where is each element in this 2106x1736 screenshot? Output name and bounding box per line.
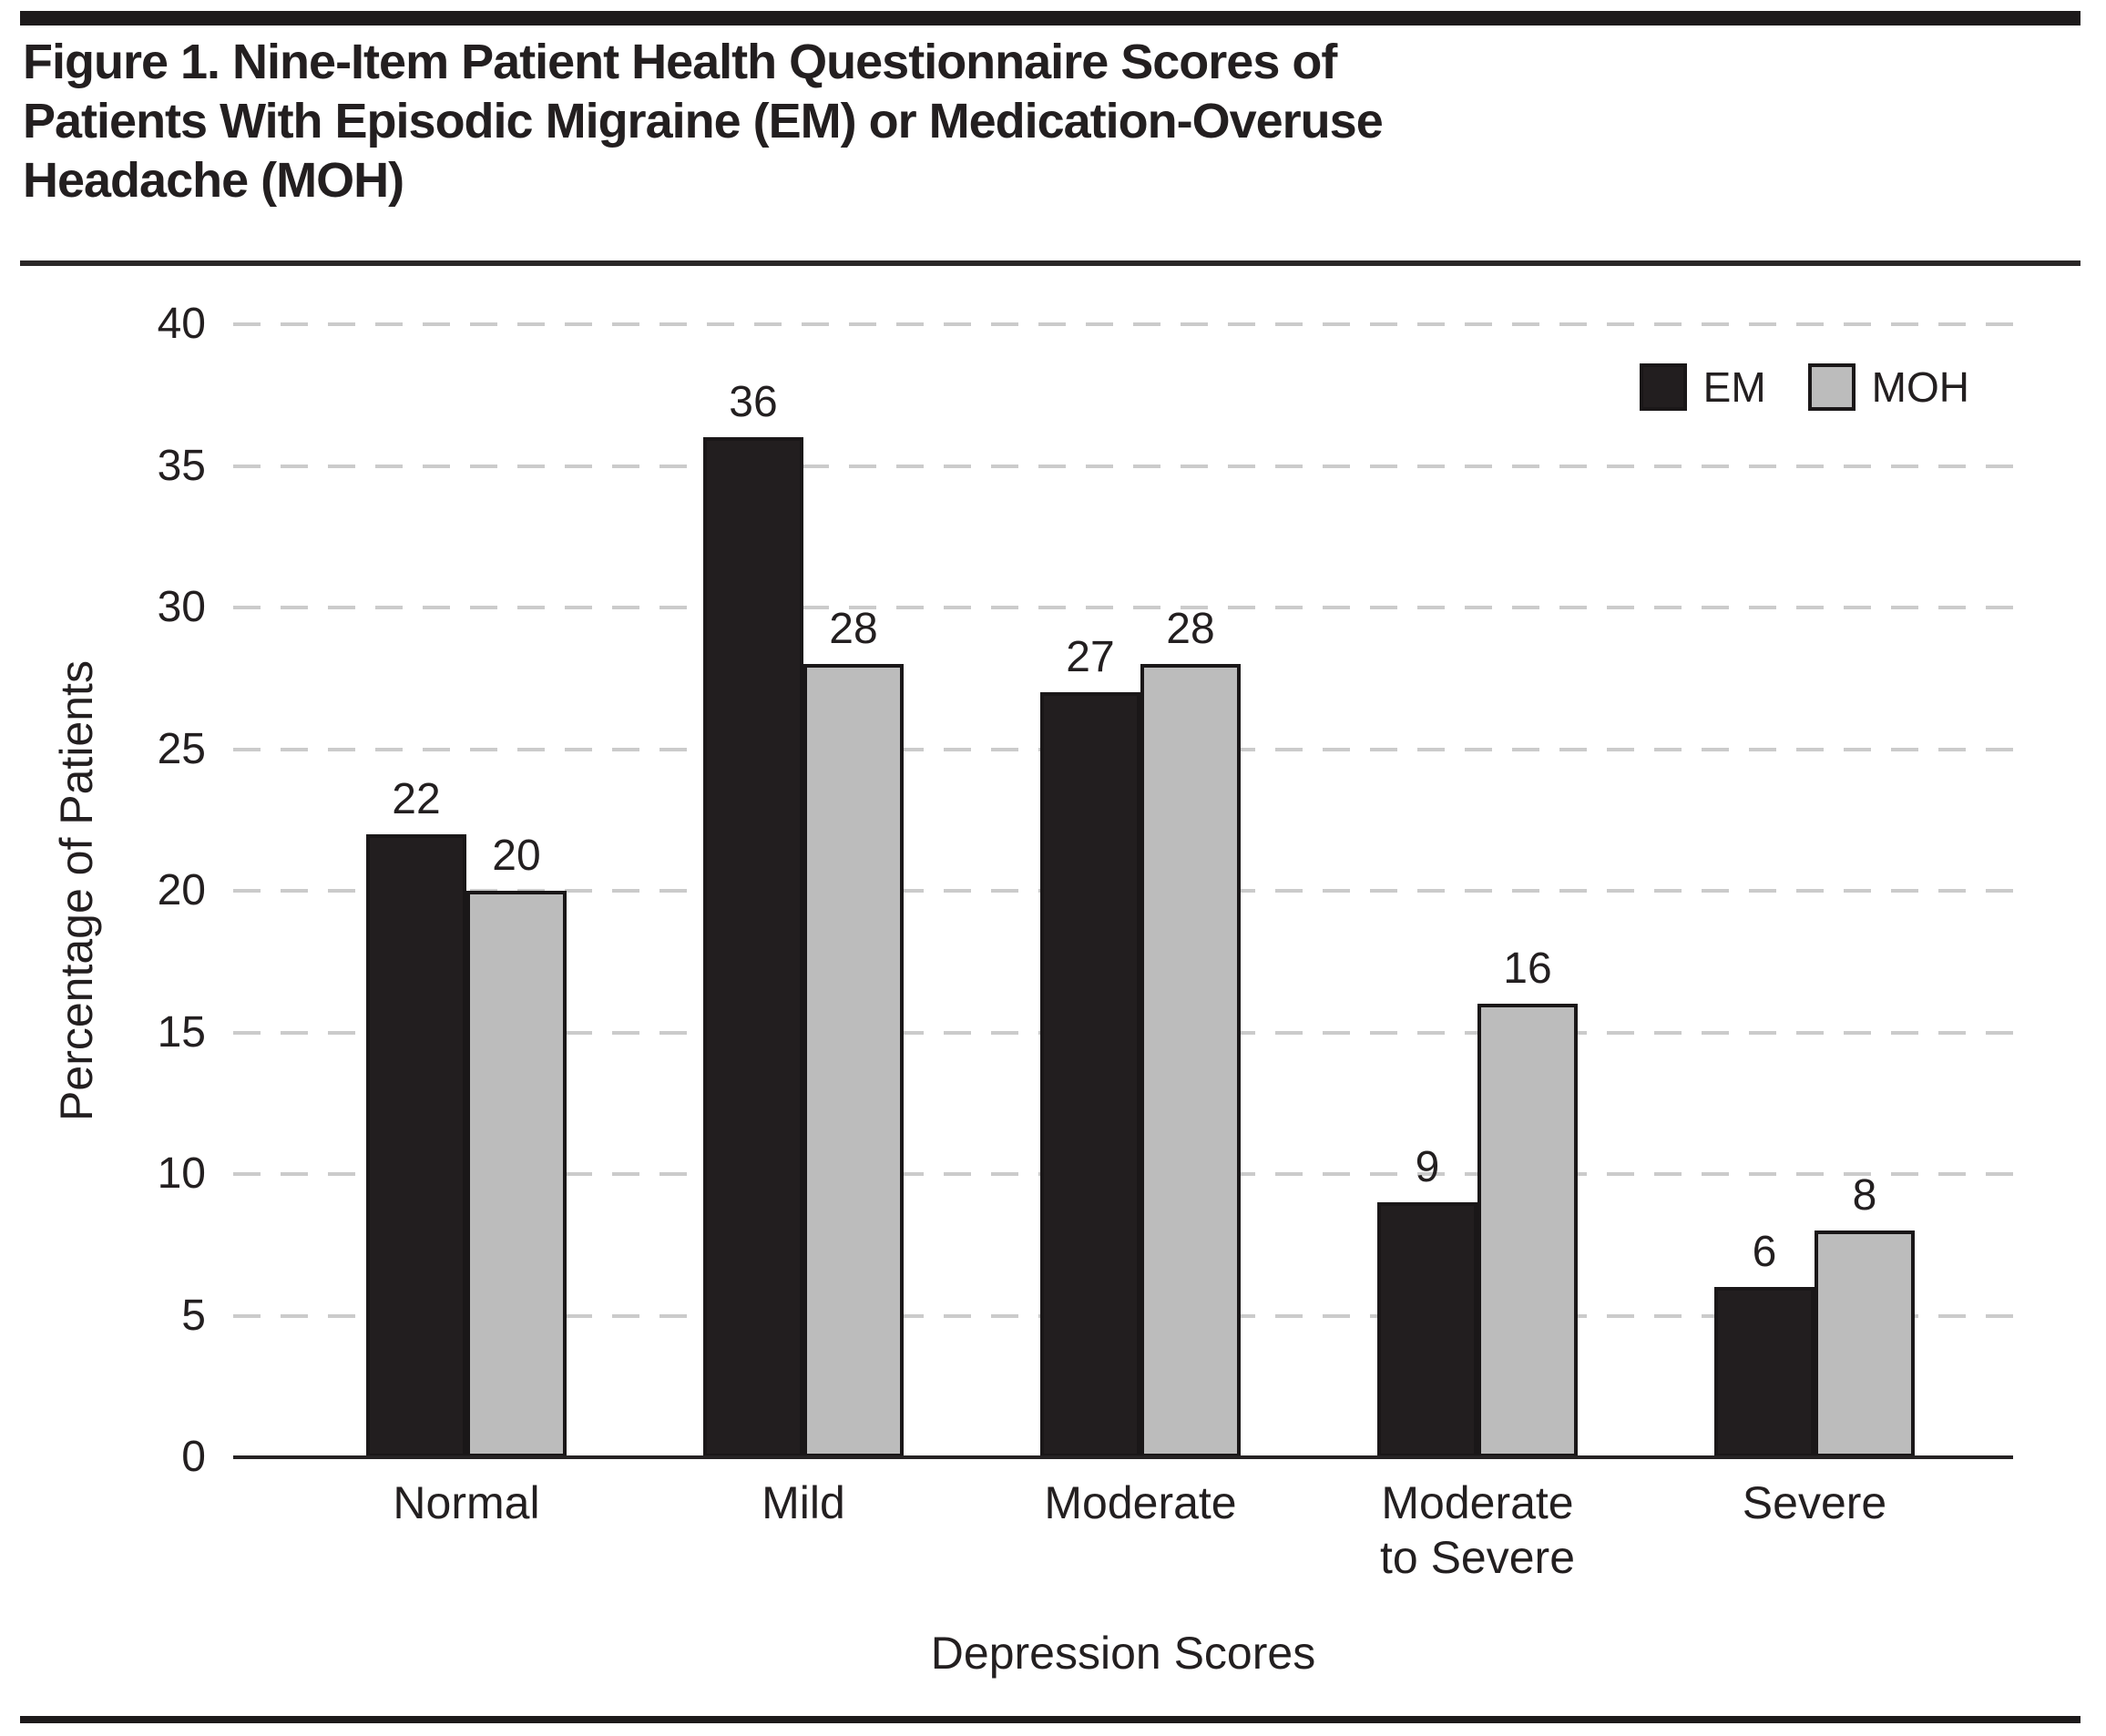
y-tick-label-30: 30 [157, 583, 206, 631]
y-tick-label-10: 10 [157, 1149, 206, 1198]
bar-value-moh-moderate-to-severe: 16 [1503, 945, 1552, 994]
bar-value-moh-severe: 8 [1852, 1171, 1877, 1220]
gridline-30 [233, 606, 2013, 609]
bar-value-em-severe: 6 [1752, 1228, 1777, 1277]
figure-title-line-3: Headache (MOH) [23, 153, 404, 208]
legend-swatch-em [1639, 363, 1687, 411]
x-category-label-moderate-to-severe: Moderate to Severe [1379, 1477, 1575, 1583]
legend-swatch-moh [1807, 363, 1856, 411]
legend-item-moh: MOH [1807, 363, 1969, 412]
legend-label-em: EM [1702, 363, 1766, 411]
bar-value-em-moderate: 27 [1066, 633, 1115, 682]
bar-value-em-moderate-to-severe: 9 [1415, 1143, 1440, 1192]
y-tick-label-15: 15 [157, 1007, 206, 1057]
figure-title-line-1: Figure 1. Nine-Item Patient Health Quest… [23, 35, 1337, 89]
figure-title: Figure 1. Nine-Item Patient Health Quest… [23, 33, 1384, 210]
gridline-35 [233, 464, 2013, 468]
legend-label-moh: MOH [1871, 363, 1969, 411]
x-category-label-mild: Mild [762, 1477, 845, 1528]
bar-em-moderate [1040, 692, 1140, 1457]
chart-legend: EM MOH [1639, 363, 1969, 412]
bar-value-moh-normal: 20 [492, 832, 541, 880]
bottom-rule [20, 1716, 2080, 1723]
y-axis-title: Percentage of Patients [51, 660, 102, 1121]
bar-em-mild [703, 437, 803, 1457]
y-tick-label-40: 40 [157, 300, 206, 348]
bar-moh-moderate-to-severe [1477, 1004, 1578, 1457]
figure-title-line-2: Patients With Episodic Migraine (EM) or … [23, 94, 1384, 148]
bar-moh-moderate [1140, 664, 1241, 1457]
bar-moh-mild [803, 664, 904, 1457]
bar-value-moh-mild: 28 [829, 605, 878, 654]
x-category-label-normal: Normal [393, 1477, 540, 1528]
y-tick-label-0: 0 [181, 1433, 206, 1481]
y-tick-label-35: 35 [157, 441, 206, 490]
bar-moh-severe [1815, 1231, 1915, 1457]
title-divider [20, 260, 2080, 266]
bar-value-em-mild: 36 [729, 378, 778, 427]
bar-value-em-normal: 22 [392, 774, 441, 823]
x-category-label-severe: Severe [1742, 1477, 1887, 1528]
bar-em-normal [366, 833, 466, 1457]
y-tick-label-25: 25 [157, 724, 206, 773]
x-axis-line [233, 1455, 2013, 1459]
x-axis-title: Depression Scores [930, 1628, 1316, 1679]
y-tick-label-20: 20 [157, 866, 206, 914]
bar-em-severe [1714, 1287, 1815, 1457]
bar-moh-normal [466, 891, 567, 1457]
bar-value-moh-moderate: 28 [1166, 605, 1215, 654]
y-tick-label-5: 5 [181, 1291, 206, 1340]
bar-em-moderate-to-severe [1377, 1202, 1477, 1457]
legend-item-em: EM [1639, 363, 1766, 412]
x-category-label-moderate: Moderate [1044, 1477, 1237, 1528]
top-rule [20, 11, 2080, 26]
gridline-40 [233, 322, 2013, 326]
